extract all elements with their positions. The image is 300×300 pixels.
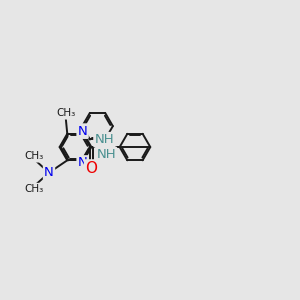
Text: CH₃: CH₃ <box>56 109 75 118</box>
Text: N: N <box>44 166 54 179</box>
Text: NH: NH <box>94 133 114 146</box>
Text: N: N <box>78 124 87 138</box>
Text: CH₃: CH₃ <box>25 184 44 194</box>
Text: O: O <box>85 161 98 176</box>
Text: NH: NH <box>96 148 116 161</box>
Text: N: N <box>78 157 87 169</box>
Text: CH₃: CH₃ <box>25 152 44 161</box>
